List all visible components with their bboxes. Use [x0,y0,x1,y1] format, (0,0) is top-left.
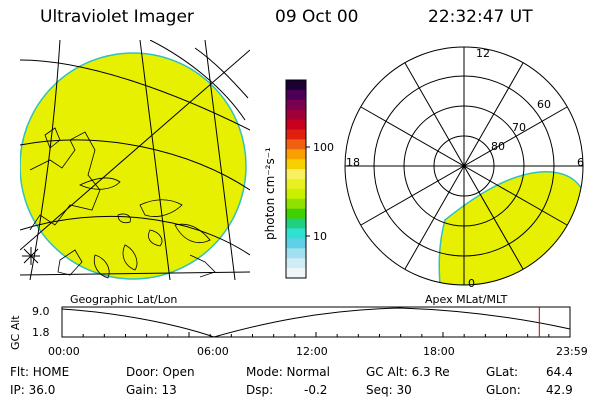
alt-xtick-end: 23:59 [556,345,588,358]
glat-value: 64.4 [546,365,573,379]
gain-info: Gain: 13 [126,383,177,397]
alt-xtick-18: 18:00 [423,345,455,358]
colorbar-stripe [286,89,306,101]
ip-info: IP: 36.0 [10,383,56,397]
mode-info: Mode: Normal [246,365,330,379]
colorbar-stripe [286,119,306,130]
colorbar-stripe [286,188,306,200]
lat-label-60: 60 [537,98,551,111]
mlt-label-6: 6 [577,156,584,169]
colorbar-stripe [286,99,306,111]
time-label: 22:32:47 UT [428,7,533,27]
polar-panel-label: Apex MLat/MLT [425,293,508,306]
colorbar-stripe [286,179,306,190]
colorbar-stripe [286,268,306,279]
dsp-label: Dsp: [246,383,274,397]
dsp-value: -0.2 [304,383,328,397]
gc-alt-info: GC Alt: 6.3 Re [366,365,450,379]
colorbar-stripe [286,198,306,210]
lat-label-70: 70 [512,121,526,134]
colorbar-stripe [286,129,306,140]
mlt-label-12: 12 [476,47,490,60]
colorbar-stripe [286,169,306,180]
instrument-title: Ultraviolet Imager [40,7,194,27]
flight-info: Flt: HOME [10,365,70,379]
colorbar-stripe [286,80,306,91]
glon-label: GLon: [486,383,521,397]
mlt-label-0: 0 [468,277,475,290]
alt-xtick-6: 06:00 [197,345,229,358]
colorbar-stripe [286,208,306,220]
mlt-label-18: 18 [346,156,360,169]
colorbar-stripe [286,238,306,249]
seq-info: Seq: 30 [366,383,412,397]
lat-label-80: 80 [491,140,505,153]
alt-xtick-12: 12:00 [296,345,328,358]
colorbar-stripe [286,159,306,170]
geo-panel-label: Geographic Lat/Lon [70,293,178,306]
alt-ylabel: GC Alt [9,315,22,350]
colorbar-stripe [286,248,306,259]
alt-ytick-top: 9.0 [32,305,50,318]
glon-value: 42.9 [546,383,573,397]
alt-xtick-0: 00:00 [48,345,80,358]
colorbar-stripe [286,149,306,160]
colorbar-tick-100: 100 [313,141,334,154]
date-label: 09 Oct 00 [275,7,359,27]
door-info: Door: Open [126,365,195,379]
colorbar-stripe [286,139,306,150]
colorbar-stripe [286,218,306,229]
alt-ytick-bottom: 1.8 [32,326,50,339]
colorbar-tick-10: 10 [313,230,327,243]
colorbar-stripe [286,228,306,239]
colorbar-stripe [286,109,306,121]
glat-label: GLat: [486,365,519,379]
colorbar-stripe [286,258,306,269]
